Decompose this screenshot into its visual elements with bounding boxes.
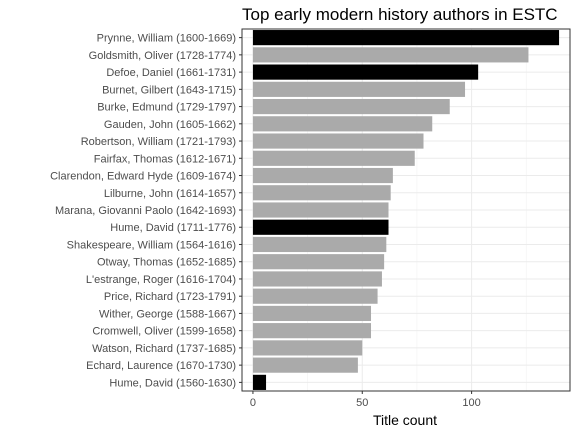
category-label: Watson, Richard (1737-1685): [92, 343, 236, 355]
category-label: Fairfax, Thomas (1612-1671): [94, 153, 236, 165]
bar: [252, 323, 372, 339]
bar: [252, 133, 424, 149]
bar: [252, 271, 382, 287]
x-tick-label: 0: [250, 397, 256, 409]
category-label: Marana, Giovanni Paolo (1642-1693): [55, 205, 236, 217]
bar: [252, 30, 560, 46]
bar: [252, 357, 358, 373]
x-axis: 0 50 100: [250, 391, 481, 409]
bars: [252, 30, 560, 390]
bar: [252, 167, 393, 184]
category-label: Hume, David (1560-1630): [109, 377, 236, 389]
bar: [252, 305, 372, 322]
bar: [252, 236, 387, 253]
category-label: Lilburne, John (1614-1657): [104, 188, 236, 200]
category-label: Goldsmith, Oliver (1728-1774): [89, 50, 236, 62]
bar: [252, 81, 466, 97]
category-label: Prynne, William (1600-1669): [97, 33, 236, 45]
category-label: Echard, Laurence (1670-1730): [86, 360, 236, 372]
bar: [252, 288, 378, 304]
bar: [252, 47, 529, 63]
bar: [252, 340, 363, 356]
bar: [252, 116, 433, 132]
x-tick-label: 100: [462, 397, 480, 409]
category-label: Gauden, John (1605-1662): [104, 119, 236, 131]
category-label: Robertson, William (1721-1793): [81, 136, 236, 148]
bar: [252, 254, 385, 270]
category-label: Cromwell, Oliver (1599-1658): [92, 326, 236, 338]
category-label: Burke, Edmund (1729-1797): [97, 102, 236, 114]
x-tick-label: 50: [356, 397, 368, 409]
category-label: Burnet, Gilbert (1643-1715): [102, 84, 236, 96]
bar: [252, 185, 391, 201]
category-label: Wither, George (1588-1667): [99, 308, 236, 320]
bar: [252, 202, 389, 218]
plot-area: [241, 28, 571, 392]
category-label: Otway, Thomas (1652-1685): [97, 257, 236, 269]
category-label: Defoe, Daniel (1661-1731): [106, 67, 236, 79]
bar: [252, 64, 479, 80]
category-label: L'estrange, Roger (1616-1704): [86, 274, 236, 286]
category-label: Clarendon, Edward Hyde (1609-1674): [50, 171, 236, 183]
y-axis: Prynne, William (1600-1669) Goldsmith, Ol…: [50, 33, 242, 389]
bar: [252, 150, 415, 166]
x-axis-title: Title count: [373, 412, 437, 428]
bar: [252, 374, 267, 390]
category-label: Shakespeare, William (1564-1616): [67, 239, 236, 251]
category-label: Price, Richard (1723-1791): [104, 291, 236, 303]
bar: [252, 219, 389, 235]
bar: [252, 98, 450, 115]
category-label: Hume, David (1711-1776): [110, 222, 236, 234]
chart-title: Top early modern history authors in ESTC: [242, 5, 558, 24]
